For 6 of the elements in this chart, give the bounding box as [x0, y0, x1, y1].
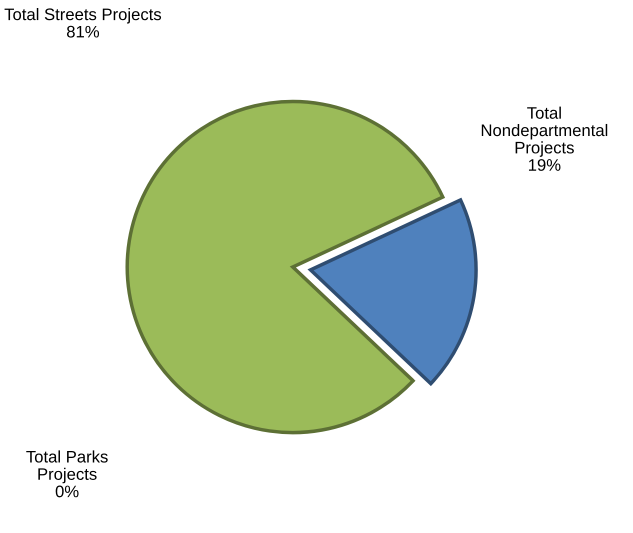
category-label: Total Parks Projects: [26, 450, 108, 484]
text: 0%: [56, 486, 79, 498]
data-label: 19%: [528, 159, 560, 171]
data-label: 81%: [66, 26, 100, 38]
slice-label: Total Streets Projects: [4, 8, 162, 24]
slice-label: Total Nondepartmental Projects: [482, 106, 608, 157]
